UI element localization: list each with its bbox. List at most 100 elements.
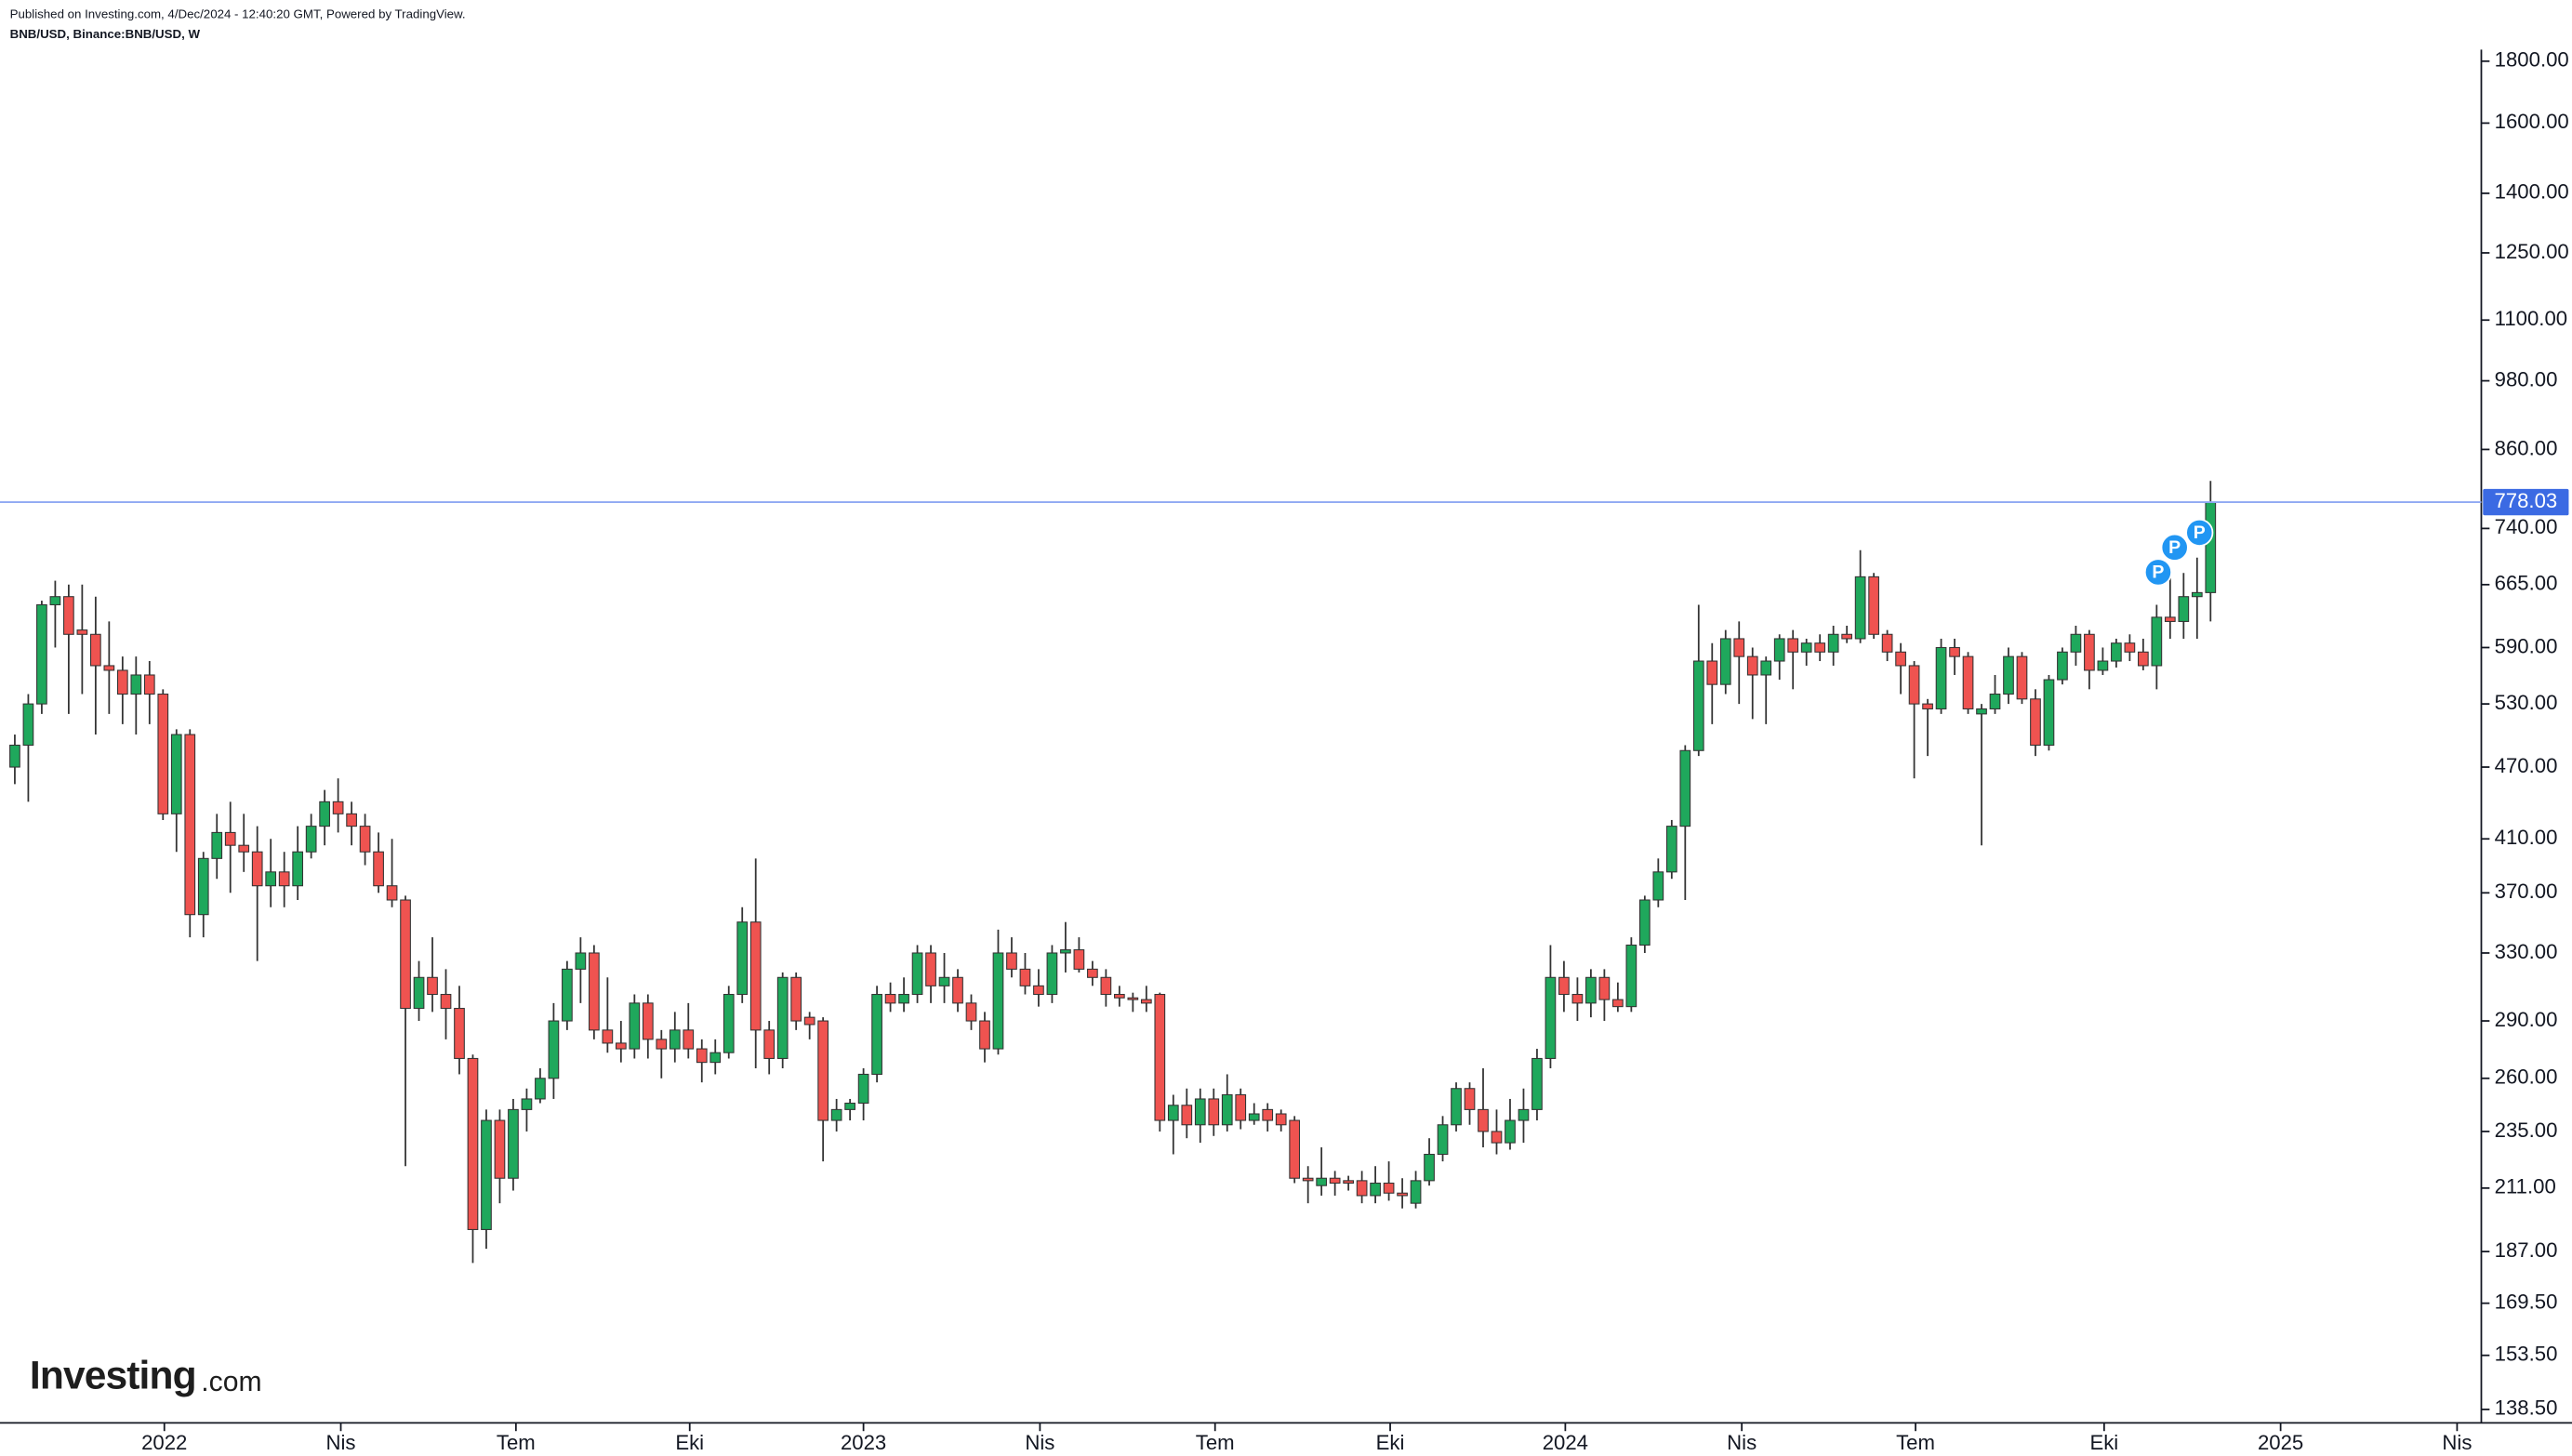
candle-body	[749, 921, 762, 1031]
candle-body	[2043, 679, 2055, 747]
candle-body	[1194, 1098, 1206, 1126]
x-tick-label: Nis	[2442, 1431, 2472, 1454]
y-tick-label: 169.50	[2495, 1291, 2558, 1314]
candle-body	[103, 665, 115, 671]
candle-body	[1410, 1180, 1422, 1204]
y-tick-label: 590.00	[2495, 634, 2558, 657]
candle-body	[305, 826, 317, 853]
marker-circle	[2160, 533, 2189, 562]
candle-body	[1962, 655, 1974, 709]
candle-body	[1733, 638, 1745, 657]
candle-body	[2084, 633, 2095, 671]
candle-body	[265, 871, 277, 887]
candle-body	[1114, 993, 1125, 999]
marker-label: P	[2152, 562, 2164, 582]
candle-body	[1316, 1177, 1328, 1186]
candle-body	[400, 899, 411, 1010]
candle-body	[373, 851, 384, 887]
candle-body	[1262, 1108, 1274, 1121]
candle-body	[1464, 1088, 1476, 1110]
candle-body	[359, 826, 371, 853]
candle-body	[36, 603, 47, 705]
candle-body	[1505, 1119, 1516, 1144]
candle-body	[1208, 1098, 1220, 1126]
candle-body	[629, 1002, 641, 1050]
candle-body	[2151, 616, 2163, 667]
candle-body	[1154, 993, 1166, 1121]
candle-body	[1060, 949, 1071, 954]
candle-body	[683, 1029, 695, 1050]
candle-body	[49, 596, 61, 606]
candle-body	[871, 993, 882, 1075]
candle-body	[952, 976, 963, 1004]
y-tick-label: 235.00	[2495, 1118, 2558, 1142]
candle-body	[440, 993, 452, 1010]
candle-body	[90, 633, 101, 667]
candle-body	[130, 674, 142, 695]
y-tick-label: 1600.00	[2495, 110, 2569, 133]
x-tick-label: Eki	[675, 1431, 704, 1454]
y-tick-label: 410.00	[2495, 826, 2558, 849]
candle-body	[1424, 1153, 1435, 1182]
candle-body	[656, 1039, 668, 1050]
candle-body	[1356, 1180, 1368, 1197]
candle-body	[1019, 968, 1031, 986]
y-tick-label: 370.00	[2495, 880, 2558, 903]
candle-body	[63, 596, 74, 635]
candle-body	[1976, 708, 1987, 715]
candle-body	[615, 1042, 627, 1050]
candle-body	[1087, 968, 1098, 978]
x-tick-label: Tem	[1196, 1431, 1235, 1454]
candle-body	[1585, 976, 1597, 1004]
candle-body	[1760, 660, 1772, 676]
candle-body	[1140, 999, 1152, 1004]
candle-body	[1598, 976, 1611, 1000]
candle-body	[1571, 993, 1584, 1004]
candle-body	[535, 1078, 546, 1100]
candle-body	[184, 734, 196, 916]
candle-body	[1221, 1093, 1233, 1126]
y-tick-label: 1100.00	[2495, 307, 2567, 330]
candle-body	[776, 976, 789, 1059]
candle-body	[1235, 1093, 1247, 1121]
candle-body	[1127, 997, 1139, 1000]
candle-body	[575, 952, 587, 970]
candle-body	[562, 968, 573, 1022]
candle-body	[386, 885, 398, 901]
candle-body	[1949, 646, 1960, 657]
published-note: Published on Investing.com, 4/Dec/2024 -…	[10, 7, 466, 21]
candle-body	[22, 703, 34, 747]
candle-body	[830, 1108, 842, 1121]
y-tick-label: 860.00	[2495, 436, 2558, 459]
x-tick-label: Eki	[1376, 1431, 1405, 1454]
plot	[9, 481, 2217, 1264]
y-tick-label: 1400.00	[2495, 180, 2569, 204]
candle-body	[2191, 591, 2203, 598]
candle-body	[1100, 976, 1112, 996]
candle-body	[346, 813, 357, 827]
candle-body	[589, 952, 600, 1031]
candle-body	[1665, 826, 1677, 873]
candle-body	[965, 1002, 977, 1022]
candle-body	[1302, 1177, 1314, 1182]
candle-body	[1343, 1180, 1354, 1185]
candle-body	[1033, 985, 1044, 996]
candle-body	[1625, 944, 1637, 1008]
candle-body	[2178, 596, 2190, 622]
candle-body	[427, 976, 438, 996]
candle-body	[602, 1029, 614, 1044]
candle-body	[1881, 633, 1893, 653]
y-tick-label: 1800.00	[2495, 48, 2569, 72]
x-tick-label: Nis	[326, 1431, 356, 1454]
y-tick-label: 530.00	[2495, 691, 2558, 714]
candle-body	[642, 1002, 654, 1040]
candle-body	[1908, 665, 1920, 705]
candle-body	[1046, 952, 1058, 996]
candle-body	[238, 844, 250, 853]
candle-body	[413, 976, 425, 1010]
candle-body	[1692, 660, 1704, 751]
candle-body	[723, 993, 735, 1053]
candle-body	[278, 871, 290, 887]
